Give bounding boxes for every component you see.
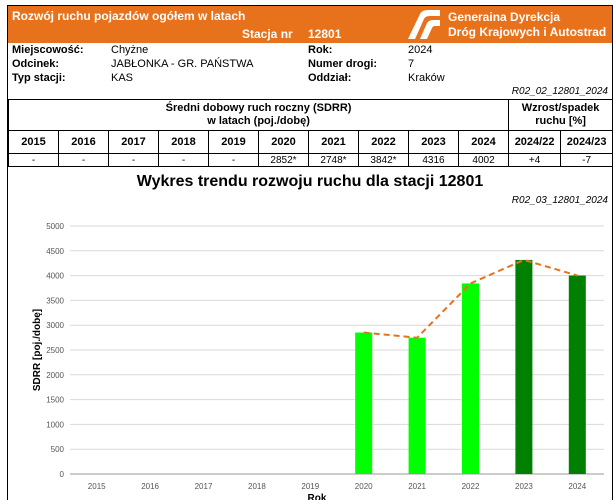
growth-period-1: 2024/23 [560, 130, 612, 154]
report-frame: Rozwój ruchu pojazdów ogółem w latach St… [7, 5, 613, 500]
x-axis-label: Rok [308, 493, 327, 500]
bar-2023 [515, 259, 533, 474]
miejscowosc-label: Miejscowość: [12, 44, 84, 56]
year-cell-2016: 2016 [58, 130, 109, 154]
sdrr-header: Średni dobowy ruch roczny (SDRR) w latac… [8, 99, 510, 131]
station-label: Stacja nr [242, 27, 293, 41]
miejscowosc-value: Chyżne [111, 44, 149, 56]
trend-line [363, 258, 578, 339]
x-tick-label-2016: 2016 [141, 482, 159, 491]
report-header: Rozwój ruchu pojazdów ogółem w latach St… [8, 6, 612, 43]
value-row: - - - - -2852* 2748* 3842* 4316 4002 +4 -7 [8, 153, 612, 167]
value-cell-2019: - [208, 153, 259, 167]
rok-label: Rok: [308, 44, 333, 56]
growth-header-line2: ruchu [%] [535, 115, 586, 127]
y-tick-label-500: 500 [51, 445, 65, 454]
x-tick-label-2022: 2022 [462, 482, 480, 491]
x-tick-label-2015: 2015 [88, 482, 106, 491]
y-tick-label-1500: 1500 [46, 396, 64, 405]
y-tick-label-3500: 3500 [46, 296, 64, 305]
bar-2020 [355, 332, 373, 474]
year-cell-2021: 2021 [308, 130, 359, 154]
odcinek-label: Odcinek: [12, 58, 60, 70]
y-tick-label-4500: 4500 [46, 247, 64, 256]
year-cell-2024: 2024 [457, 130, 510, 154]
y-tick-label-3000: 3000 [46, 321, 64, 330]
value-cell-2023: 4316 [408, 153, 459, 167]
growth-value-1: -7 [560, 153, 612, 167]
y-axis-label: SDRR [poj./dobę] [32, 309, 43, 391]
gddkia-road-logo-icon [408, 10, 440, 39]
year-cell-2023: 2023 [408, 130, 459, 154]
report-title: Rozwój ruchu pojazdów ogółem w latach [12, 9, 246, 23]
chart-title: Wykres trendu rozwoju ruchu dla stacji 1… [136, 173, 484, 190]
y-tick-label-5000: 5000 [46, 222, 64, 231]
bar-2021 [408, 337, 426, 474]
traffic-table: Średni dobowy ruch roczny (SDRR) w latac… [8, 99, 612, 167]
year-cell-2019: 2019 [208, 130, 259, 154]
year-cell-2015: 2015 [8, 130, 59, 154]
x-tick-label-2023: 2023 [515, 482, 533, 491]
year-cell-2018: 2018 [158, 130, 209, 154]
growth-value-0: +4 [508, 153, 562, 167]
sdrr-header-line1: Średni dobowy ruch roczny (SDRR) [165, 102, 352, 114]
oddzial-value: Kraków [408, 72, 445, 84]
numer-drogi-value: 7 [408, 58, 415, 70]
value-cell-2015: - [8, 153, 59, 167]
value-cell-2021: 2748* [308, 153, 359, 167]
typ-stacji-value: KAS [111, 72, 134, 84]
growth-header: Wzrost/spadek ruchu [%] [508, 99, 612, 131]
year-cell-2020: 2020 [258, 130, 309, 154]
rok-value: 2024 [408, 44, 433, 56]
oddzial-label: Oddział: [308, 72, 352, 84]
org-name-line1: Generaina Dyrekcja [448, 10, 561, 24]
odcinek-value: JABŁONKA - GR. PAŃSTWA [111, 58, 254, 70]
x-tick-label-2019: 2019 [301, 482, 319, 491]
x-tick-label-2020: 2020 [355, 482, 373, 491]
x-tick-label-2021: 2021 [408, 482, 426, 491]
numer-drogi-label: Numer drogi: [308, 58, 378, 70]
x-tick-label-2018: 2018 [248, 482, 266, 491]
year-cell-2017: 2017 [108, 130, 159, 154]
chart-ref: R02_03_12801_2024 [511, 195, 608, 206]
value-cell-2024: 4002 [457, 153, 510, 167]
org-name-line2: Dróg Krajowych i Autostrad [448, 25, 607, 39]
bar-2022 [462, 283, 479, 474]
station-number: 12801 [308, 27, 342, 41]
growth-header-line1: Wzrost/spadek [521, 102, 600, 114]
y-tick-label-2500: 2500 [46, 346, 64, 355]
sdrr-header-line2: w latach (poj./dobę) [207, 115, 310, 127]
x-tick-label-2024: 2024 [568, 482, 586, 491]
value-cell-2022: 3842* [358, 153, 409, 167]
y-tick-label-4000: 4000 [46, 272, 64, 281]
x-tick-label-2017: 2017 [195, 482, 213, 491]
value-cell-2020: 2852* [258, 153, 309, 167]
value-cell-2016: - [58, 153, 109, 167]
value-cell-2018: - [158, 153, 209, 167]
y-tick-label-2000: 2000 [46, 371, 64, 380]
y-tick-label-0: 0 [60, 470, 65, 479]
typ-stacji-label: Typ stacji: [12, 72, 66, 84]
year-cell-2022: 2022 [358, 130, 409, 154]
trend-chart: 0 500 1000 1500 2000 2500 3000 3500 4000 4500 5000… [32, 222, 604, 500]
bar-2024 [568, 275, 586, 474]
table-ref: R02_02_12801_2024 [511, 86, 608, 97]
value-cell-2017: - [108, 153, 159, 167]
year-row: 2015 2016 2017 2018 2019 2020 2021 2022 2023 2024… [8, 130, 612, 154]
y-tick-label-1000: 1000 [46, 420, 64, 429]
growth-period-0: 2024/22 [508, 130, 562, 154]
